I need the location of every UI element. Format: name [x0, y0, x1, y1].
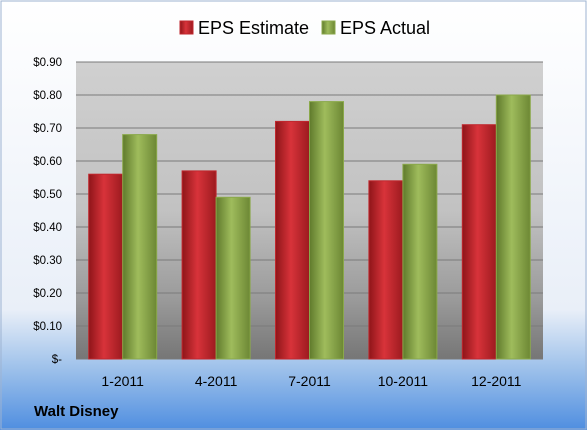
y-tick-label: $0.70 — [33, 123, 62, 135]
x-tick-label: 1-2011 — [101, 373, 144, 389]
x-tick-label: 12-2011 — [471, 373, 522, 389]
bar-eps-actual — [495, 94, 531, 360]
bar-eps-actual — [402, 163, 438, 360]
bar-eps-estimate — [181, 170, 217, 360]
y-tick-label: $0.30 — [33, 255, 62, 267]
bar-eps-estimate — [368, 180, 404, 360]
y-tick-label: $- — [52, 354, 62, 366]
y-axis-tick-labels: $- $0.10 $0.20 $0.30 $0.40 $0.50 $0.60 $0.70 $0.… — [33, 57, 62, 366]
legend-swatch-estimate — [179, 20, 194, 35]
bar-eps-estimate — [88, 173, 124, 360]
bar-eps-estimate — [461, 124, 497, 360]
y-tick-label: $0.40 — [33, 222, 62, 234]
x-tick-label: 4-2011 — [195, 373, 238, 389]
x-axis-tick-labels: 1-2011 4-2011 7-2011 10-2011 12-2011 — [101, 373, 521, 389]
x-tick-label: 7-2011 — [288, 373, 331, 389]
bar-eps-estimate — [275, 120, 310, 360]
y-tick-label: $0.60 — [33, 156, 62, 168]
bar-eps-actual — [122, 134, 158, 360]
bar-eps-actual — [309, 101, 344, 360]
y-tick-label: $0.90 — [33, 57, 62, 69]
legend-label: EPS Estimate — [198, 18, 309, 38]
y-tick-label: $0.80 — [33, 90, 62, 102]
company-name: Walt Disney — [34, 403, 119, 420]
x-tick-label: 10-2011 — [378, 373, 429, 389]
legend-label: EPS Actual — [340, 18, 430, 38]
bars — [88, 94, 531, 360]
y-tick-label: $0.20 — [33, 288, 62, 300]
bar-eps-actual — [215, 196, 251, 360]
y-tick-label: $0.10 — [33, 321, 62, 333]
y-tick-label: $0.50 — [33, 189, 62, 201]
legend: EPS Estimate EPS Actual — [179, 18, 430, 38]
legend-swatch-actual — [321, 20, 336, 35]
